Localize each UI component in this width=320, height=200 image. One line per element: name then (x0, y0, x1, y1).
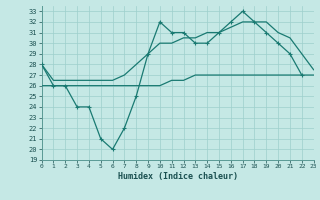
X-axis label: Humidex (Indice chaleur): Humidex (Indice chaleur) (118, 172, 237, 181)
